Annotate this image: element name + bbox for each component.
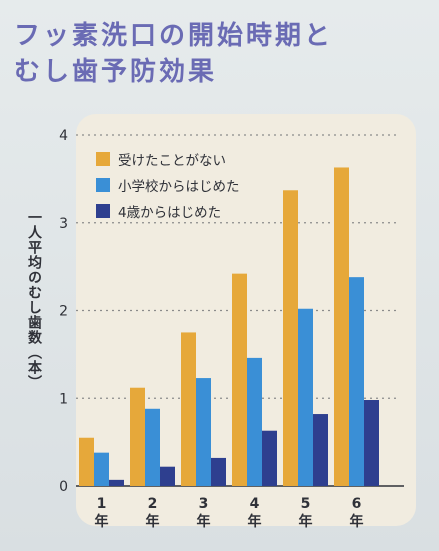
- x-tick-suffix-2: 年: [146, 513, 160, 530]
- bar-series3-5: [313, 414, 328, 486]
- legend-item-elementary: 小学校からはじめた: [96, 173, 240, 197]
- legend: 受けたことがない 小学校からはじめた 4歳からはじめた: [96, 147, 240, 225]
- bar-series2-4: [247, 357, 262, 486]
- bar-series2-3: [196, 378, 211, 486]
- x-tick-number-6: 6: [352, 496, 362, 512]
- x-tick-number-1: 1: [97, 496, 107, 512]
- y-tick-label-2: 2: [59, 304, 68, 320]
- x-tick-number-3: 3: [199, 496, 209, 512]
- x-tick-suffix-6: 年: [350, 513, 364, 530]
- bar-series3-2: [160, 466, 175, 486]
- x-tick-suffix-3: 年: [197, 513, 211, 530]
- bar-series1-6: [334, 167, 349, 486]
- x-tick-number-5: 5: [301, 496, 311, 512]
- bar-series1-3: [181, 332, 196, 486]
- bar-series3-4: [262, 430, 277, 486]
- legend-label-elementary: 小学校からはじめた: [118, 179, 240, 195]
- bar-series3-6: [364, 400, 379, 486]
- legend-label-never: 受けたことがない: [118, 153, 226, 169]
- x-tick-suffix-4: 年: [248, 513, 262, 530]
- bar-series1-4: [232, 273, 247, 486]
- legend-label-age4: 4歳からはじめた: [118, 205, 222, 221]
- chart-title: フッ素洗口の開始時期と むし歯予防効果: [14, 18, 424, 90]
- legend-swatch-elementary: [96, 178, 110, 192]
- y-tick-label-0: 0: [59, 479, 68, 495]
- legend-item-never: 受けたことがない: [96, 147, 240, 171]
- legend-swatch-never: [96, 152, 110, 166]
- bar-series1-5: [283, 190, 298, 486]
- bar-series2-5: [298, 308, 313, 486]
- x-tick-suffix-1: 年: [95, 513, 109, 530]
- bar-series1-2: [130, 387, 145, 486]
- bar-series1-1: [79, 437, 94, 486]
- x-tick-suffix-5: 年: [299, 513, 313, 530]
- title-line-2: むし歯予防効果: [14, 57, 218, 87]
- title-line-1: フッ素洗口の開始時期と: [14, 21, 334, 51]
- y-tick-label-3: 3: [59, 216, 68, 232]
- y-axis-label: 一人平均のむし歯数（本）: [26, 210, 42, 390]
- bar-series2-6: [349, 277, 364, 486]
- bar-series2-2: [145, 408, 160, 486]
- bar-series3-1: [109, 479, 124, 486]
- x-tick-number-4: 4: [250, 496, 260, 512]
- bar-series2-1: [94, 452, 109, 486]
- bar-series3-3: [211, 457, 226, 486]
- legend-swatch-age4: [96, 204, 110, 218]
- y-tick-label-1: 1: [59, 391, 68, 407]
- legend-item-age4: 4歳からはじめた: [96, 199, 240, 223]
- x-tick-number-2: 2: [148, 496, 158, 512]
- y-tick-label-4: 4: [59, 128, 68, 144]
